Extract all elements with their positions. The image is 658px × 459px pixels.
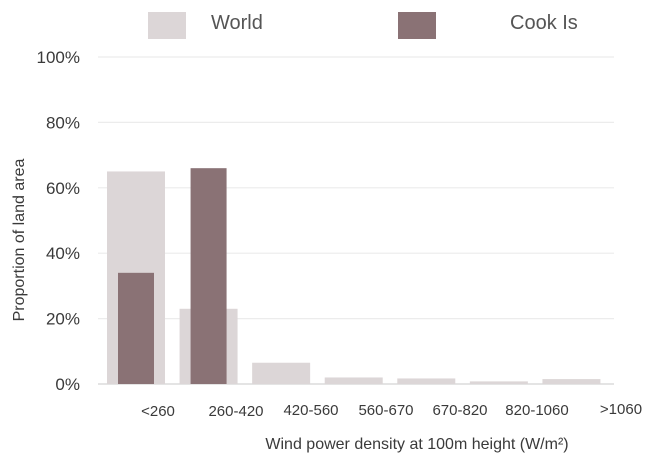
y-tick-label: 80% [46,113,80,132]
bars [107,168,601,384]
bar-cook-is [190,168,227,384]
x-axis-title: Wind power density at 100m height (W/m²) [265,436,568,453]
legend-label: World [211,12,263,34]
x-tick-label: 260-420 [208,403,263,420]
legend-swatch [398,12,436,39]
y-tick-label: 20% [46,310,80,329]
y-tick-label: 0% [55,375,80,394]
x-tick-label: <260 [141,403,175,420]
bar-world [397,378,456,384]
x-tick-label: 670-820 [432,402,487,419]
legend-label: Cook Is [510,12,578,34]
legend: World Cook Is [148,12,578,39]
bar-world [324,377,383,384]
y-tick-label: 40% [46,244,80,263]
x-tick-label: 820-1060 [505,402,568,419]
x-tick-label: >1060 [600,401,642,418]
bar-world [252,362,311,384]
y-axis-ticks: 0% 20% 40% 60% 80% 100% [37,48,80,394]
y-axis-title: Proportion of land area [11,159,28,322]
gridlines [98,56,614,385]
bar-cook-is [118,272,154,384]
x-tick-label: 560-670 [358,402,413,419]
legend-swatch [148,12,186,39]
bar-world [542,379,601,384]
bar-world [469,381,528,384]
x-axis-ticks: <260 260-420 420-560 560-670 670-820 820-1060… [141,401,642,420]
y-tick-label: 60% [46,179,80,198]
y-tick-label: 100% [37,48,80,67]
x-tick-label: 420-560 [283,402,338,419]
